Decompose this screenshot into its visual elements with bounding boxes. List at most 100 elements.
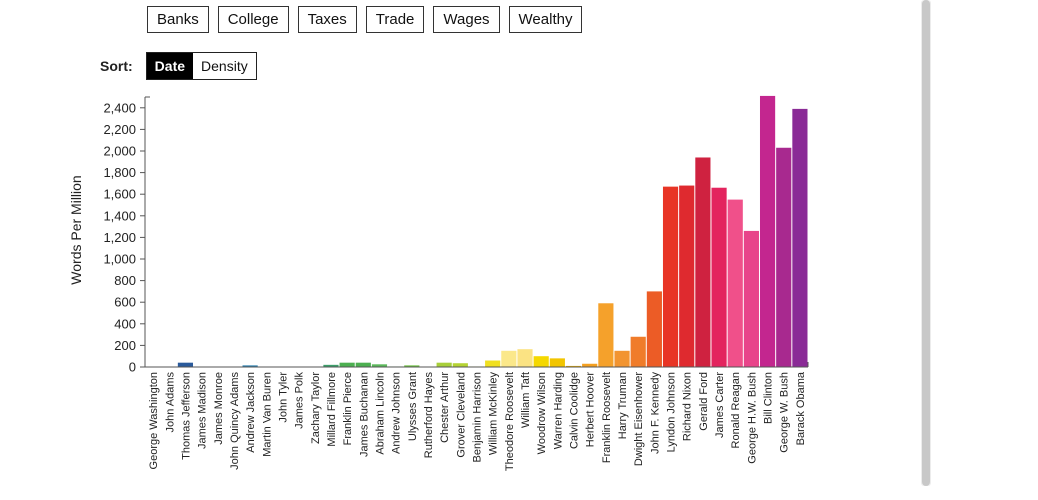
x-category-label: James Monroe: [213, 372, 225, 445]
x-category-label: Thomas Jefferson: [180, 372, 192, 460]
x-category-label: Richard Nixon: [682, 372, 694, 441]
bar[interactable]: [711, 187, 727, 367]
y-tick-label: 2,200: [103, 122, 136, 137]
x-category-label: Woodrow Wilson: [536, 372, 548, 454]
bar[interactable]: [323, 364, 339, 367]
x-category-label: George Washington: [148, 372, 160, 469]
topic-button-wealthy[interactable]: Wealthy: [508, 6, 583, 33]
bar[interactable]: [436, 362, 452, 367]
x-category-label: Benjamin Harrison: [472, 372, 484, 462]
y-tick-label: 600: [114, 295, 136, 310]
y-tick-label: 400: [114, 316, 136, 331]
y-tick-label: 1,600: [103, 187, 136, 202]
bar-chart: 0 200 400 600 800 1,000 1,200 1,400 1,600 1,800 2,…: [68, 95, 809, 471]
bar[interactable]: [646, 291, 662, 367]
bar[interactable]: [598, 303, 614, 367]
bar[interactable]: [517, 349, 533, 367]
bar[interactable]: [242, 365, 258, 367]
y-tick-label: 1,400: [103, 208, 136, 223]
bar[interactable]: [404, 365, 420, 367]
bar[interactable]: [662, 186, 679, 367]
x-category-label: Bill Clinton: [763, 372, 775, 424]
x-category-label: Lyndon Johnson: [666, 372, 678, 452]
bar[interactable]: [371, 364, 388, 367]
x-category-label: James Madison: [197, 372, 209, 449]
x-category-label: William Taft: [520, 372, 532, 428]
topic-button-trade[interactable]: Trade: [365, 6, 425, 33]
x-category-label: John Quincy Adams: [229, 372, 241, 470]
bar[interactable]: [582, 363, 598, 367]
x-category-label: Calvin Coolidge: [569, 372, 581, 449]
x-category-label: Rutherford Hayes: [423, 372, 435, 459]
bar[interactable]: [743, 230, 759, 367]
bar[interactable]: [614, 350, 630, 367]
bar[interactable]: [533, 356, 549, 367]
topic-button-bar: Banks College Taxes Trade Wages Wealthy: [147, 6, 583, 33]
y-axis-title: Words Per Million: [68, 175, 84, 284]
y-tick-label: 1,200: [103, 230, 136, 245]
x-category-label: Theodore Roosevelt: [504, 372, 516, 471]
y-tick-label: 2,400: [103, 100, 136, 115]
y-tick-label: 0: [129, 360, 136, 375]
bar[interactable]: [679, 185, 695, 367]
bar[interactable]: [501, 350, 517, 367]
bar[interactable]: [355, 362, 371, 367]
x-category-label: John Adams: [164, 372, 176, 433]
x-category-label: James Polk: [294, 372, 306, 429]
x-category-label: Andrew Jackson: [245, 372, 257, 453]
bar[interactable]: [759, 95, 776, 368]
bar[interactable]: [339, 362, 355, 367]
sort-density-button[interactable]: Density: [193, 53, 256, 79]
y-tick-label: 2,000: [103, 144, 136, 159]
bar[interactable]: [695, 157, 711, 367]
x-category-label: George W. Bush: [779, 372, 791, 453]
bar[interactable]: [630, 336, 646, 367]
vertical-scrollbar[interactable]: [921, 0, 931, 486]
bar[interactable]: [452, 363, 468, 367]
x-category-label: Herbert Hoover: [585, 372, 597, 448]
x-category-label: James Carter: [714, 372, 726, 438]
topic-button-banks[interactable]: Banks: [147, 6, 209, 33]
bar[interactable]: [549, 358, 565, 367]
bar[interactable]: [485, 360, 501, 367]
sort-control: Sort: Date Density: [100, 52, 257, 80]
x-category-label: Harry Truman: [617, 372, 629, 439]
x-category-label: Gerald Ford: [698, 372, 710, 431]
topic-button-taxes[interactable]: Taxes: [297, 6, 357, 33]
y-axis: 0 200 400 600 800 1,000 1,200 1,400 1,600 1,800 2,…: [103, 96, 150, 375]
x-category-label: Warren Harding: [552, 372, 564, 449]
x-category-label: Millard Fillmore: [326, 372, 338, 447]
bar[interactable]: [727, 199, 743, 367]
bar[interactable]: [565, 365, 582, 367]
x-category-label: John F. Kennedy: [649, 372, 661, 454]
bar[interactable]: [177, 362, 194, 367]
y-tick-label: 800: [114, 273, 136, 288]
x-category-label: Abraham Lincoln: [374, 372, 386, 455]
bar[interactable]: [776, 147, 792, 367]
x-category-label: Franklin Pierce: [342, 372, 354, 445]
x-category-label: Barack Obama: [795, 371, 807, 445]
topic-button-college[interactable]: College: [217, 6, 289, 33]
y-tick-label: 1,000: [103, 252, 136, 267]
x-category-label: Zachary Taylor: [310, 372, 322, 444]
topic-button-wages[interactable]: Wages: [433, 6, 500, 33]
x-category-label: Ronald Reagan: [730, 372, 742, 448]
x-category-label: Chester Arthur: [439, 372, 451, 443]
sort-toggle-group: Date Density: [145, 52, 257, 80]
x-category-label: George H.W. Bush: [746, 372, 758, 464]
x-category-label: Andrew Johnson: [391, 372, 403, 454]
x-category-label: James Buchanan: [358, 372, 370, 457]
x-category-label: Grover Cleveland: [455, 372, 467, 458]
x-category-label: William McKinley: [488, 372, 500, 456]
x-category-label: John Tyler: [277, 372, 289, 423]
sort-date-button[interactable]: Date: [146, 53, 194, 79]
scrollbar-thumb[interactable]: [922, 0, 930, 486]
bars-group: [177, 95, 808, 368]
x-category-label: Ulysses Grant: [407, 372, 419, 441]
sort-label: Sort:: [100, 58, 133, 74]
x-category-label: Martin Van Buren: [261, 372, 273, 457]
y-tick-label: 1,800: [103, 165, 136, 180]
x-category-label: Dwight Eisenhower: [633, 372, 645, 466]
bar[interactable]: [792, 108, 808, 367]
